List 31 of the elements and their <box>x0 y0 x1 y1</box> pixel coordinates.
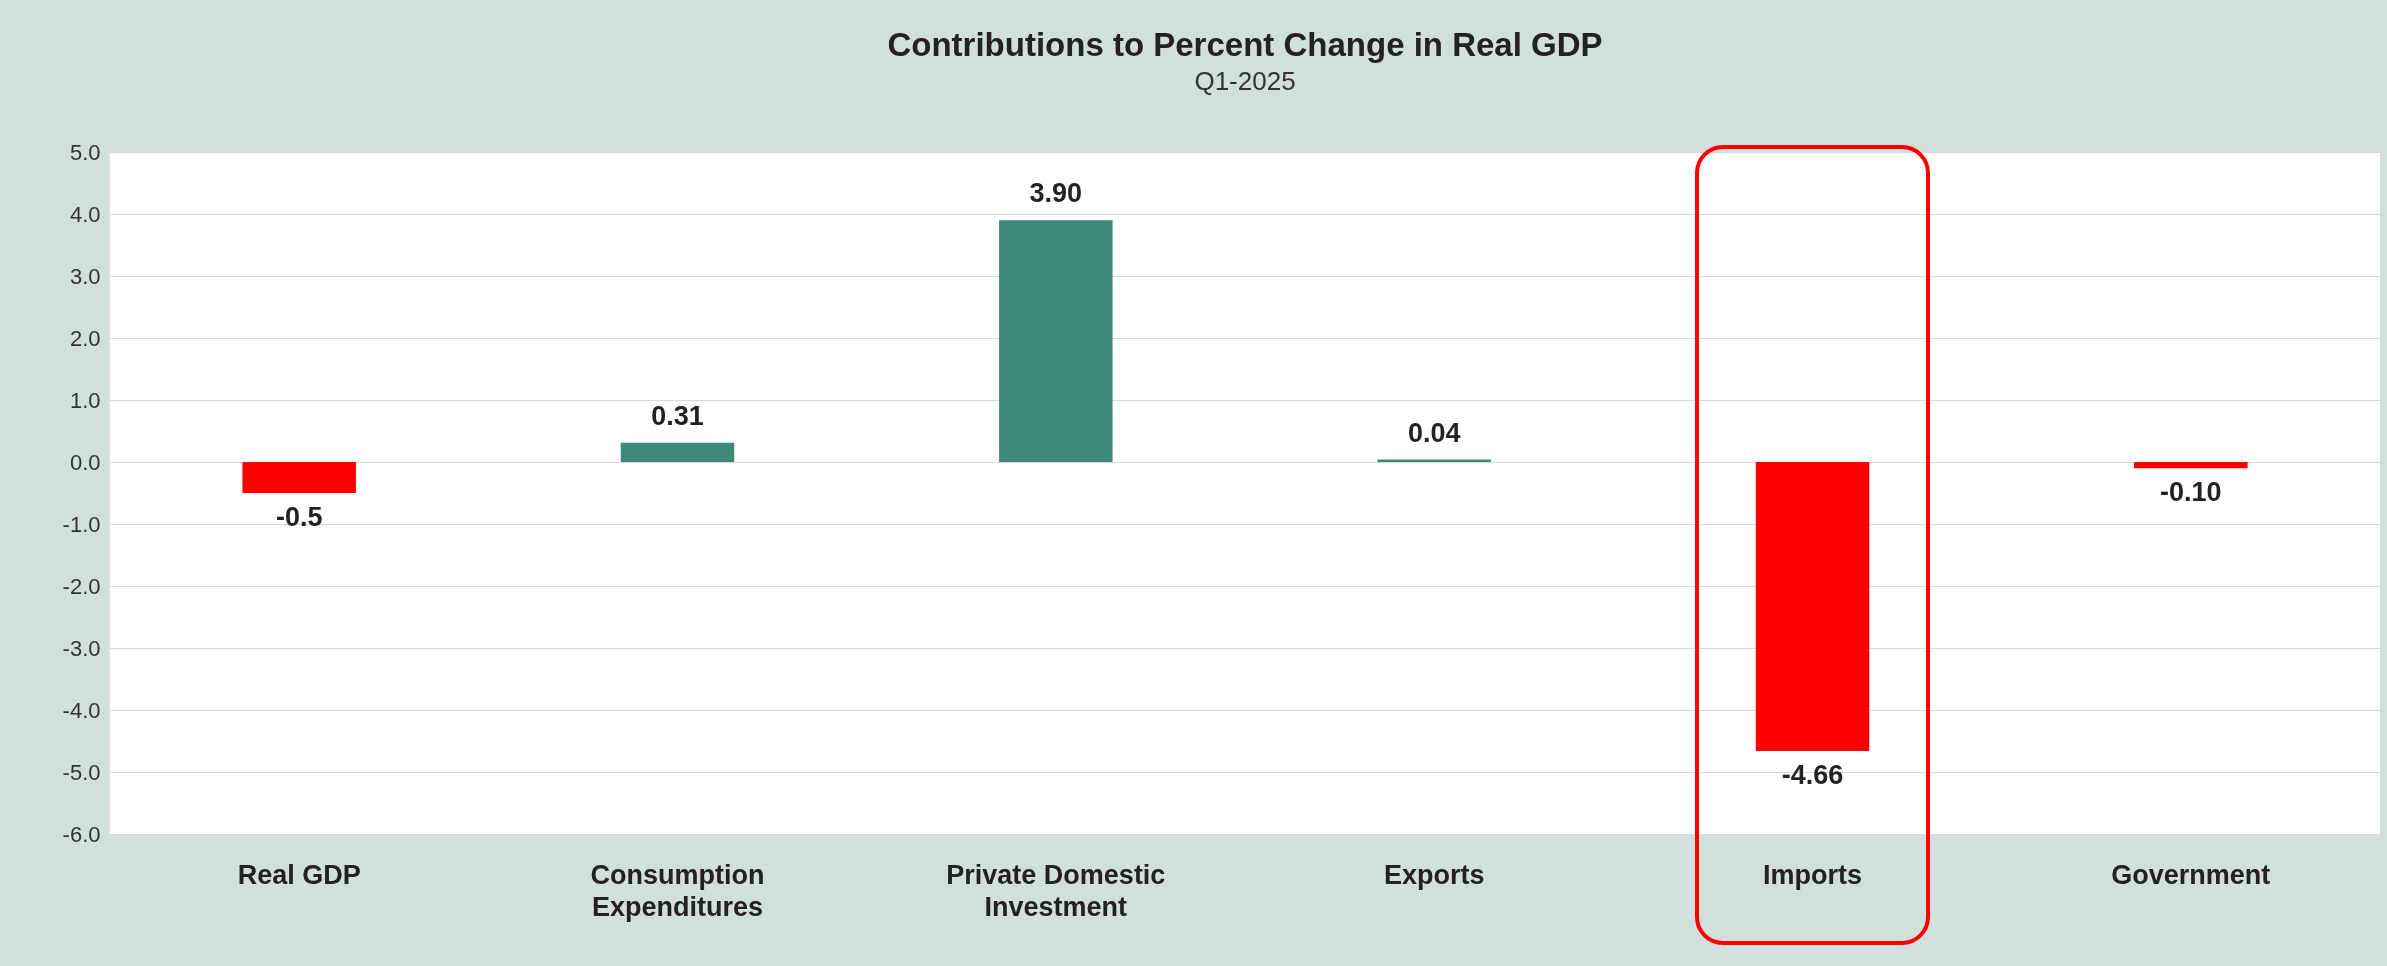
bar <box>999 220 1113 462</box>
y-tick-label: 4.0 <box>69 201 101 227</box>
y-tick-label: -4.0 <box>62 697 101 723</box>
bar <box>242 462 356 493</box>
y-tick-label: 2.0 <box>69 325 101 351</box>
data-label: 0.04 <box>1407 417 1461 448</box>
data-label: -0.5 <box>275 502 323 532</box>
y-tick-label: 1.0 <box>69 387 101 413</box>
x-tick-label: Real GDP <box>237 859 361 890</box>
y-tick-label: 3.0 <box>69 263 101 289</box>
x-tick-label: Exports <box>1383 859 1485 890</box>
y-tick-label: -6.0 <box>62 821 101 847</box>
data-label: -4.66 <box>1781 759 1844 790</box>
bar <box>2134 462 2248 469</box>
x-tick-label: Private Domestic Investment <box>946 859 1166 922</box>
bar <box>1755 462 1870 751</box>
chart-title: Contributions to Percent Change in Real GDP <box>887 26 1603 63</box>
y-tick-label: -3.0 <box>62 635 101 661</box>
y-tick-label: -2.0 <box>62 573 101 599</box>
x-tick-label: Consumption Expenditures <box>590 859 765 922</box>
data-label: 0.31 <box>651 400 704 431</box>
x-tick-label: Imports <box>1762 859 1863 890</box>
x-tick-label: Government <box>2111 859 2271 890</box>
y-tick-label: 0.0 <box>69 449 101 475</box>
data-label: -0.10 <box>2160 477 2222 508</box>
y-tick-label: -5.0 <box>62 759 101 785</box>
y-tick-label: -1.0 <box>62 511 101 537</box>
data-label: 3.90 <box>1029 178 1083 209</box>
y-tick-label: 5.0 <box>69 139 101 165</box>
chart-subtitle: Q1-2025 <box>1194 66 1296 96</box>
bar <box>620 442 735 462</box>
